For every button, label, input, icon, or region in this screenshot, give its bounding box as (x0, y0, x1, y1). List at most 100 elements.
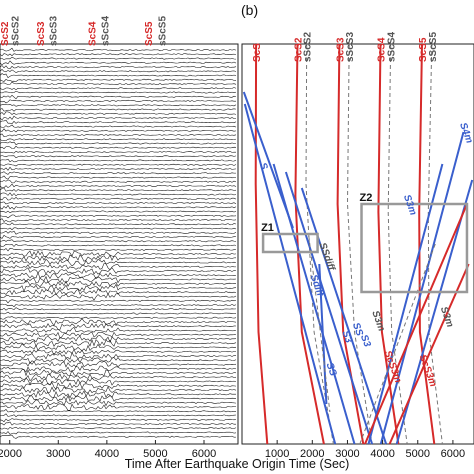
waveform-trace (0, 133, 237, 137)
waveform-trace (0, 292, 237, 301)
curve-sscs5 (427, 43, 443, 445)
curve-s3m (359, 243, 436, 445)
waveform-trace (0, 243, 237, 247)
waveform-trace (0, 250, 237, 257)
phase-label: ScS4 (87, 21, 98, 46)
waveform-trace (0, 141, 237, 145)
waveform-trace (0, 175, 237, 180)
waveform-trace (0, 218, 237, 223)
waveform-trace (0, 409, 237, 413)
curve-label: S (257, 161, 270, 171)
waveform-trace (0, 230, 237, 235)
waveform-trace (0, 352, 237, 360)
waveform-trace (0, 323, 237, 330)
curve-scs3m (364, 203, 468, 445)
zoom-box-label: Z1 (261, 222, 274, 234)
waveform-trace (0, 94, 237, 100)
waveform-trace (0, 158, 237, 163)
waveform-trace (0, 331, 237, 339)
waveform-trace (0, 434, 237, 439)
x-tick-label: 5000 (143, 448, 167, 460)
curve-scs5 (418, 43, 436, 445)
waveform-trace (0, 99, 236, 104)
phase-label: sScS2 (303, 32, 314, 62)
waveform-trace (0, 267, 237, 275)
waveform-trace (0, 124, 237, 128)
waveform-trace (0, 318, 237, 327)
waveform-trace (0, 69, 237, 73)
waveform-trace (0, 377, 237, 386)
waveform-trace (0, 368, 237, 377)
curve-scs4 (377, 43, 400, 445)
x-tick-label: 6000 (441, 448, 465, 460)
waveform-trace (0, 348, 236, 356)
waveform-trace (0, 303, 237, 308)
waveform-trace (0, 403, 236, 411)
x-tick-label: 3000 (335, 448, 359, 460)
phase-label: ScS3 (36, 21, 47, 46)
waveform-trace (0, 227, 237, 231)
phase-label: sScS4 (387, 32, 398, 62)
curve-label: S3 (358, 333, 373, 349)
curve-label: S3 (339, 329, 354, 345)
phase-label: ScS3 (335, 37, 346, 62)
waveform-trace (0, 316, 237, 320)
waveform-trace (0, 163, 237, 167)
curve-scs2 (294, 43, 325, 445)
waveform-trace (0, 115, 236, 121)
waveform-trace (0, 171, 236, 175)
waveform-trace (0, 183, 237, 189)
waveform-trace (0, 275, 237, 284)
waveform-trace (0, 239, 237, 243)
waveform-trace (0, 339, 237, 347)
x-tick-label: 3000 (46, 448, 70, 460)
waveform-trace (0, 104, 237, 107)
waveform-trace (0, 204, 237, 210)
curve-scs3m (388, 263, 470, 445)
curve-label: SS (350, 321, 365, 338)
panel-a-frame (0, 43, 239, 445)
waveform-trace (0, 234, 237, 239)
waveform-trace (0, 431, 237, 435)
phase-label: ScS (252, 43, 263, 62)
waveform-trace (0, 248, 237, 252)
waveform-trace (0, 389, 236, 399)
waveform-trace (0, 56, 237, 60)
phase-label: ScS2 (294, 37, 305, 62)
waveform-trace (0, 53, 237, 57)
curve-sdiff (318, 263, 328, 405)
waveform-trace (0, 179, 237, 184)
waveform-trace (0, 399, 237, 407)
waveform-trace (0, 222, 237, 226)
x-tick-label: 2000 (0, 448, 22, 460)
panel-b-frame (241, 43, 474, 445)
x-tick-label: 5000 (406, 448, 430, 460)
waveform-trace (0, 78, 237, 82)
waveform-trace (0, 155, 237, 159)
waveform-trace (0, 357, 237, 364)
curve-ss (272, 163, 356, 445)
waveform-trace (0, 373, 237, 382)
phase-label: ScS4 (377, 37, 388, 62)
zoom-box-z1 (261, 232, 319, 254)
curve-ss3 (300, 187, 388, 445)
x-tick-label: 6000 (192, 448, 216, 460)
x-tick-label: 4000 (370, 448, 394, 460)
waveform-trace (0, 128, 237, 133)
curve-sscs3 (346, 43, 373, 445)
waveform-trace (0, 421, 236, 426)
waveform-trace (0, 65, 237, 70)
waveform-trace (0, 283, 237, 293)
curve-sscs2 (305, 43, 334, 445)
zoom-boxes: Z1 Z2 (261, 192, 469, 294)
waveform-trace (0, 108, 237, 112)
waveform-trace (0, 47, 237, 52)
waveform-trace (0, 254, 237, 262)
x-tick-label: 1000 (265, 448, 289, 460)
waveform-trace (0, 111, 237, 116)
waveform-trace (0, 311, 237, 315)
travel-time-curves (242, 43, 474, 445)
